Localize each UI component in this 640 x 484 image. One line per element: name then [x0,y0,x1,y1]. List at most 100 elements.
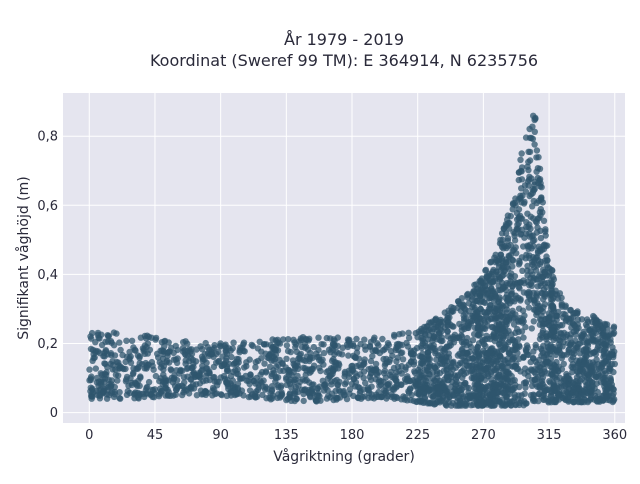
data-point [108,381,115,388]
data-point [321,381,328,388]
data-point [343,395,351,403]
data-point [382,383,389,390]
data-point [162,381,169,388]
data-point [570,379,577,386]
data-point [538,352,545,359]
data-point [493,268,500,276]
data-point [468,402,475,409]
data-point [223,354,230,362]
data-point [179,367,186,374]
data-point [529,203,536,210]
data-point [443,372,450,380]
data-point [594,343,602,350]
data-point [193,392,201,399]
data-point [531,141,538,148]
data-point [548,388,555,396]
data-point [209,384,217,392]
data-point [509,206,516,213]
data-point [539,320,546,327]
data-point [260,341,268,348]
data-point [485,272,492,279]
data-point [223,367,231,375]
data-point [360,368,368,375]
data-point [228,353,235,361]
data-point [477,305,484,313]
data-point [576,385,583,392]
data-point [509,355,517,363]
data-point [542,291,549,298]
data-point [530,348,537,355]
data-point [488,323,496,331]
x-tick-label: 225 [405,428,430,443]
data-point [112,366,119,373]
data-point [486,279,493,286]
data-point [552,287,559,294]
data-point [283,396,290,404]
data-point [302,343,310,350]
data-point [350,392,357,400]
data-point [170,356,178,363]
data-point [391,384,398,391]
data-point [531,366,538,373]
data-point [459,349,467,357]
data-point [493,358,500,365]
data-point [204,365,211,372]
data-point [353,335,360,343]
data-point [210,363,218,371]
data-point [559,343,566,350]
data-point [504,295,511,302]
data-point [560,352,567,359]
data-point [229,377,236,384]
data-point [511,232,518,240]
data-point [172,342,179,350]
data-point [323,334,330,342]
data-point [481,376,489,384]
data-point [600,332,607,339]
data-point [378,393,385,400]
data-point [485,398,492,406]
data-point [546,315,553,323]
data-point [474,343,481,351]
data-point [609,344,616,351]
data-point [600,326,607,334]
data-point [230,339,237,346]
data-point [320,349,328,357]
data-point [407,358,415,365]
data-point [545,310,553,317]
data-points [86,112,618,409]
data-point [546,269,553,276]
data-point [497,236,504,244]
data-point [541,241,548,248]
data-point [526,134,534,142]
data-point [600,353,607,360]
data-point [94,331,102,339]
data-point [388,373,396,380]
data-point [405,334,413,342]
data-point [555,392,562,399]
data-point [132,380,139,387]
data-point [560,310,567,318]
data-point [538,312,545,319]
data-point [247,393,254,400]
x-tick-label: 45 [147,428,164,443]
data-point [606,397,614,404]
data-point [147,391,155,398]
data-point [465,355,473,362]
data-point [144,340,152,347]
data-point [202,388,209,396]
data-point [405,329,412,336]
data-point [381,370,388,377]
y-tick-label: 0,8 [37,130,58,145]
data-point [292,376,299,383]
data-point [357,340,364,348]
data-point [437,338,445,345]
chart-title: År 1979 - 2019 [284,30,404,49]
data-point [552,346,559,353]
data-point [423,364,431,372]
data-point [475,362,483,369]
data-point [379,335,386,343]
data-point [152,372,160,380]
data-point [109,358,116,365]
data-point [528,325,535,332]
